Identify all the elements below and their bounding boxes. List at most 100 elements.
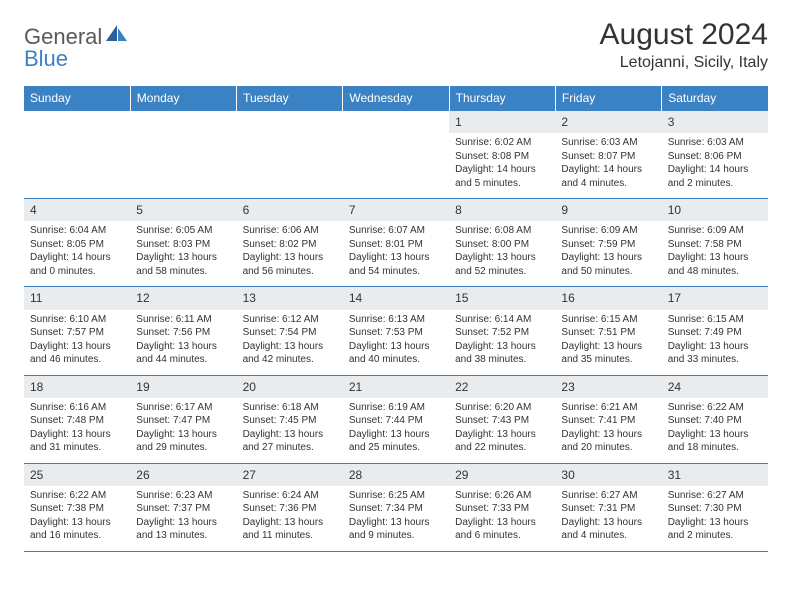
calendar-cell: 24Sunrise: 6:22 AMSunset: 7:40 PMDayligh…: [662, 375, 768, 463]
day-number: 18: [24, 376, 130, 398]
day-number: 23: [555, 376, 661, 398]
daylight-text: Daylight: 13 hours and 50 minutes.: [561, 251, 655, 278]
sunrise-text: Sunrise: 6:24 AM: [243, 489, 337, 503]
day-number: 1: [449, 111, 555, 133]
day-details: Sunrise: 6:06 AMSunset: 8:02 PMDaylight:…: [237, 221, 343, 286]
calendar-cell: 1Sunrise: 6:02 AMSunset: 8:08 PMDaylight…: [449, 111, 555, 199]
sunrise-text: Sunrise: 6:13 AM: [349, 313, 443, 327]
sunset-text: Sunset: 8:08 PM: [455, 150, 549, 164]
weekday-header: Wednesday: [343, 86, 449, 111]
day-details: Sunrise: 6:22 AMSunset: 7:40 PMDaylight:…: [662, 398, 768, 463]
sunrise-text: Sunrise: 6:12 AM: [243, 313, 337, 327]
sunset-text: Sunset: 7:40 PM: [668, 414, 762, 428]
daylight-text: Daylight: 13 hours and 16 minutes.: [30, 516, 124, 543]
sunrise-text: Sunrise: 6:22 AM: [668, 401, 762, 415]
daylight-text: Daylight: 13 hours and 56 minutes.: [243, 251, 337, 278]
day-details: Sunrise: 6:02 AMSunset: 8:08 PMDaylight:…: [449, 133, 555, 198]
calendar-cell: 18Sunrise: 6:16 AMSunset: 7:48 PMDayligh…: [24, 375, 130, 463]
day-details: Sunrise: 6:11 AMSunset: 7:56 PMDaylight:…: [130, 310, 236, 375]
sunset-text: Sunset: 7:49 PM: [668, 326, 762, 340]
day-details: Sunrise: 6:12 AMSunset: 7:54 PMDaylight:…: [237, 310, 343, 375]
daylight-text: Daylight: 14 hours and 2 minutes.: [668, 163, 762, 190]
day-number: 24: [662, 376, 768, 398]
daylight-text: Daylight: 13 hours and 54 minutes.: [349, 251, 443, 278]
daylight-text: Daylight: 14 hours and 5 minutes.: [455, 163, 549, 190]
calendar-cell: 17Sunrise: 6:15 AMSunset: 7:49 PMDayligh…: [662, 287, 768, 375]
sunset-text: Sunset: 7:59 PM: [561, 238, 655, 252]
calendar-table: SundayMondayTuesdayWednesdayThursdayFrid…: [24, 86, 768, 552]
calendar-cell: [343, 111, 449, 199]
sunset-text: Sunset: 7:45 PM: [243, 414, 337, 428]
calendar-cell: 13Sunrise: 6:12 AMSunset: 7:54 PMDayligh…: [237, 287, 343, 375]
day-number: 8: [449, 199, 555, 221]
calendar-cell: 7Sunrise: 6:07 AMSunset: 8:01 PMDaylight…: [343, 199, 449, 287]
sunrise-text: Sunrise: 6:05 AM: [136, 224, 230, 238]
sunrise-text: Sunrise: 6:06 AM: [243, 224, 337, 238]
calendar-cell: 11Sunrise: 6:10 AMSunset: 7:57 PMDayligh…: [24, 287, 130, 375]
sunrise-text: Sunrise: 6:26 AM: [455, 489, 549, 503]
sunset-text: Sunset: 7:47 PM: [136, 414, 230, 428]
day-details: Sunrise: 6:19 AMSunset: 7:44 PMDaylight:…: [343, 398, 449, 463]
sunrise-text: Sunrise: 6:03 AM: [668, 136, 762, 150]
sunset-text: Sunset: 7:43 PM: [455, 414, 549, 428]
sunset-text: Sunset: 7:38 PM: [30, 502, 124, 516]
day-details: Sunrise: 6:13 AMSunset: 7:53 PMDaylight:…: [343, 310, 449, 375]
sunset-text: Sunset: 8:00 PM: [455, 238, 549, 252]
daylight-text: Daylight: 13 hours and 29 minutes.: [136, 428, 230, 455]
day-number: 29: [449, 464, 555, 486]
day-details: Sunrise: 6:24 AMSunset: 7:36 PMDaylight:…: [237, 486, 343, 551]
day-details: Sunrise: 6:25 AMSunset: 7:34 PMDaylight:…: [343, 486, 449, 551]
sunrise-text: Sunrise: 6:23 AM: [136, 489, 230, 503]
day-details: Sunrise: 6:15 AMSunset: 7:51 PMDaylight:…: [555, 310, 661, 375]
daylight-text: Daylight: 14 hours and 4 minutes.: [561, 163, 655, 190]
location: Letojanni, Sicily, Italy: [600, 54, 768, 72]
sunrise-text: Sunrise: 6:02 AM: [455, 136, 549, 150]
day-details: Sunrise: 6:21 AMSunset: 7:41 PMDaylight:…: [555, 398, 661, 463]
day-details: Sunrise: 6:03 AMSunset: 8:07 PMDaylight:…: [555, 133, 661, 198]
daylight-text: Daylight: 13 hours and 4 minutes.: [561, 516, 655, 543]
daylight-text: Daylight: 13 hours and 13 minutes.: [136, 516, 230, 543]
daylight-text: Daylight: 13 hours and 22 minutes.: [455, 428, 549, 455]
day-number: 13: [237, 287, 343, 309]
day-number: 4: [24, 199, 130, 221]
sunset-text: Sunset: 7:54 PM: [243, 326, 337, 340]
daylight-text: Daylight: 13 hours and 38 minutes.: [455, 340, 549, 367]
weekday-header: Sunday: [24, 86, 130, 111]
daylight-text: Daylight: 13 hours and 9 minutes.: [349, 516, 443, 543]
calendar-cell: [24, 111, 130, 199]
sunrise-text: Sunrise: 6:11 AM: [136, 313, 230, 327]
day-number: 26: [130, 464, 236, 486]
calendar-body: 1Sunrise: 6:02 AMSunset: 8:08 PMDaylight…: [24, 111, 768, 552]
calendar-row: 25Sunrise: 6:22 AMSunset: 7:38 PMDayligh…: [24, 463, 768, 551]
calendar-cell: 27Sunrise: 6:24 AMSunset: 7:36 PMDayligh…: [237, 463, 343, 551]
day-details: Sunrise: 6:27 AMSunset: 7:30 PMDaylight:…: [662, 486, 768, 551]
day-number: 21: [343, 376, 449, 398]
calendar-cell: 20Sunrise: 6:18 AMSunset: 7:45 PMDayligh…: [237, 375, 343, 463]
calendar-cell: 2Sunrise: 6:03 AMSunset: 8:07 PMDaylight…: [555, 111, 661, 199]
day-details: Sunrise: 6:20 AMSunset: 7:43 PMDaylight:…: [449, 398, 555, 463]
day-number: 7: [343, 199, 449, 221]
day-number: 11: [24, 287, 130, 309]
sunrise-text: Sunrise: 6:15 AM: [561, 313, 655, 327]
sail-icon: [106, 25, 128, 48]
day-details: Sunrise: 6:05 AMSunset: 8:03 PMDaylight:…: [130, 221, 236, 286]
sunset-text: Sunset: 7:58 PM: [668, 238, 762, 252]
day-number: 5: [130, 199, 236, 221]
sunrise-text: Sunrise: 6:22 AM: [30, 489, 124, 503]
daylight-text: Daylight: 13 hours and 35 minutes.: [561, 340, 655, 367]
calendar-cell: 29Sunrise: 6:26 AMSunset: 7:33 PMDayligh…: [449, 463, 555, 551]
calendar-cell: 14Sunrise: 6:13 AMSunset: 7:53 PMDayligh…: [343, 287, 449, 375]
sunset-text: Sunset: 7:56 PM: [136, 326, 230, 340]
calendar-cell: 4Sunrise: 6:04 AMSunset: 8:05 PMDaylight…: [24, 199, 130, 287]
day-number: 3: [662, 111, 768, 133]
daylight-text: Daylight: 13 hours and 42 minutes.: [243, 340, 337, 367]
sunset-text: Sunset: 7:53 PM: [349, 326, 443, 340]
calendar-cell: 22Sunrise: 6:20 AMSunset: 7:43 PMDayligh…: [449, 375, 555, 463]
daylight-text: Daylight: 13 hours and 52 minutes.: [455, 251, 549, 278]
sunset-text: Sunset: 7:36 PM: [243, 502, 337, 516]
calendar-cell: 30Sunrise: 6:27 AMSunset: 7:31 PMDayligh…: [555, 463, 661, 551]
daylight-text: Daylight: 13 hours and 44 minutes.: [136, 340, 230, 367]
daylight-text: Daylight: 14 hours and 0 minutes.: [30, 251, 124, 278]
sunrise-text: Sunrise: 6:08 AM: [455, 224, 549, 238]
day-number: 20: [237, 376, 343, 398]
